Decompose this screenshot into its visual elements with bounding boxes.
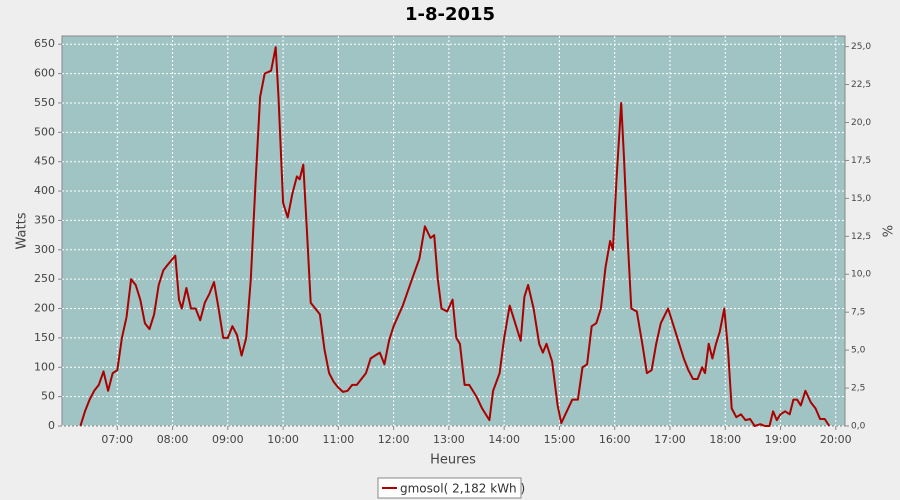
y2-tick-label: 15,0 xyxy=(851,194,871,204)
plot-area xyxy=(61,35,846,427)
x-tick-label: 08:00 xyxy=(157,433,189,446)
y2-tick-label: 20,0 xyxy=(851,118,871,128)
legend-label: gmosol( 2,182 kWh ) xyxy=(400,482,525,496)
y2-tick-label: 7,5 xyxy=(851,308,865,318)
y-tick-label: 550 xyxy=(34,96,55,109)
x-tick-label: 20:00 xyxy=(820,433,852,446)
series-line xyxy=(79,46,831,427)
x-tick-label: 19:00 xyxy=(765,433,797,446)
y2-tick-label: 2,5 xyxy=(851,384,865,394)
y2-tick-label: 12,5 xyxy=(851,232,871,242)
y-tick-label: 0 xyxy=(48,419,55,432)
y-tick-label: 50 xyxy=(41,390,55,403)
x-tick-label: 10:00 xyxy=(267,433,299,446)
y-tick-label: 200 xyxy=(34,302,55,315)
y-tick-label: 400 xyxy=(34,184,55,197)
y-tick-label: 450 xyxy=(34,155,55,168)
y-tick-label: 300 xyxy=(34,243,55,256)
x-tick-label: 13:00 xyxy=(433,433,465,446)
y2-tick-label: 17,5 xyxy=(851,156,871,166)
chart-title: 1-8-2015 xyxy=(405,4,495,25)
y-tick-label: 350 xyxy=(34,213,55,226)
y2-tick-label: 0,0 xyxy=(851,422,866,432)
y-tick-label: 500 xyxy=(34,125,55,138)
y2-tick-label: 25,0 xyxy=(851,42,871,52)
x-tick-label: 11:00 xyxy=(323,433,355,446)
y2-axis-label: % xyxy=(882,225,897,237)
y-axis-label: Watts xyxy=(15,212,30,249)
y-tick-label: 650 xyxy=(34,37,55,50)
x-tick-label: 09:00 xyxy=(212,433,244,446)
y-tick-label: 250 xyxy=(34,272,55,285)
y2-tick-label: 10,0 xyxy=(851,270,871,280)
x-tick-label: 16:00 xyxy=(599,433,631,446)
y-tick-label: 600 xyxy=(34,67,55,80)
x-tick-label: 15:00 xyxy=(544,433,576,446)
x-tick-label: 14:00 xyxy=(488,433,520,446)
x-axis-label: Heures xyxy=(430,453,476,468)
x-tick-label: 18:00 xyxy=(709,433,741,446)
y-tick-label: 100 xyxy=(34,360,55,373)
y-tick-label: 150 xyxy=(34,331,55,344)
x-tick-label: 12:00 xyxy=(378,433,410,446)
x-tick-label: 17:00 xyxy=(654,433,686,446)
x-tick-label: 07:00 xyxy=(101,433,133,446)
y2-tick-label: 5,0 xyxy=(851,346,866,356)
legend-box xyxy=(377,477,522,499)
y2-tick-label: 22,5 xyxy=(851,80,871,90)
